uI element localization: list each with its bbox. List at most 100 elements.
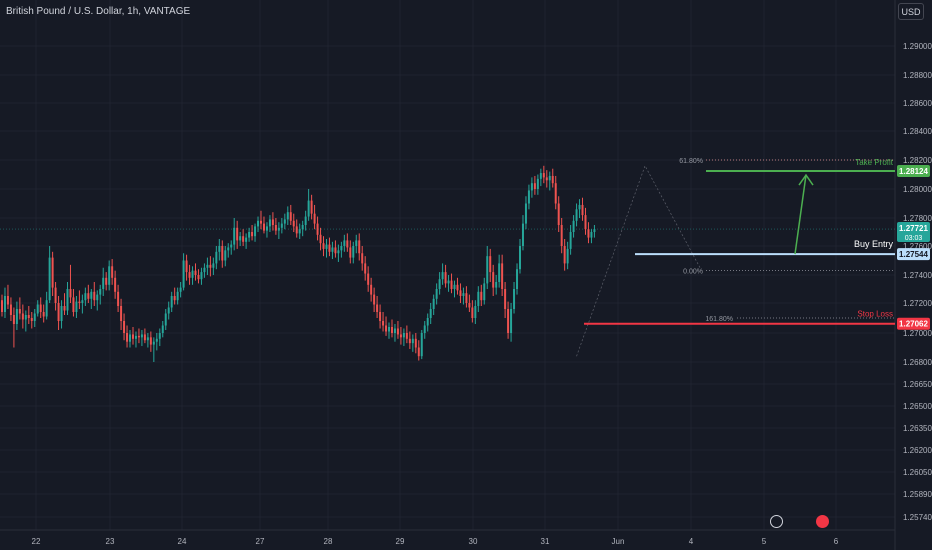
candle-body <box>554 183 557 204</box>
candle-body <box>63 306 66 311</box>
candle-body <box>402 333 405 338</box>
candle-body <box>215 251 218 264</box>
candle-body <box>501 263 504 289</box>
y-tick-label: 1.26350 <box>903 424 932 433</box>
y-tick-label: 1.28400 <box>903 127 932 136</box>
x-tick-label: 4 <box>689 537 694 546</box>
x-tick-label: 27 <box>256 537 265 546</box>
candle-body <box>36 304 39 314</box>
candle-body <box>126 333 129 342</box>
currency-button[interactable]: USD <box>898 3 924 20</box>
x-tick-label: 24 <box>178 537 187 546</box>
candle-body <box>390 327 393 333</box>
x-tick-label: 6 <box>834 537 839 546</box>
candle-body <box>349 247 352 258</box>
candle-body <box>361 253 364 264</box>
take-profit-label: Take Profit <box>855 158 894 167</box>
candle-body <box>209 264 212 268</box>
candle-body <box>483 283 486 301</box>
candle-body <box>432 298 435 309</box>
candle-body <box>66 289 69 311</box>
candle-body <box>206 264 209 268</box>
buy-entry-label: Buy Entry <box>854 239 894 249</box>
x-tick-label: Jun <box>612 537 625 546</box>
y-tick-label: 1.28800 <box>903 71 932 80</box>
candle-body <box>257 220 260 227</box>
candle-body <box>584 215 587 230</box>
candle-body <box>1 300 3 312</box>
stop-loss-badge-text: 1.27062 <box>899 320 928 329</box>
candle-body <box>408 338 411 344</box>
candle-body <box>521 223 524 246</box>
candle-body <box>563 246 566 264</box>
calendar-event-icon[interactable] <box>816 515 829 528</box>
candle-body <box>298 229 301 234</box>
candle-body <box>462 293 465 296</box>
stop-loss-badge <box>897 317 930 330</box>
candle-body <box>137 335 140 338</box>
candle-body <box>188 272 191 278</box>
candle-body <box>355 240 358 246</box>
candle-body <box>358 240 361 254</box>
candle-body <box>233 227 236 245</box>
candle-body <box>557 203 560 225</box>
candle-body <box>245 237 248 242</box>
candle-body <box>533 183 536 189</box>
candle-body <box>114 277 117 292</box>
candle-body <box>149 337 152 345</box>
candle-body <box>474 306 477 318</box>
candle-body <box>539 173 542 179</box>
candle-body <box>96 294 99 301</box>
candle-body <box>301 225 304 230</box>
candle-body <box>337 250 340 254</box>
candle-body <box>54 287 57 303</box>
candle-body <box>57 303 60 321</box>
candle-body <box>426 318 429 326</box>
x-tick-label: 29 <box>396 537 405 546</box>
candle-body <box>486 256 489 284</box>
candle-body <box>242 236 245 242</box>
x-tick-label: 5 <box>762 537 767 546</box>
candle-body <box>248 232 251 238</box>
fib-level-label: 61.80% <box>679 158 703 165</box>
candle-body <box>21 313 24 320</box>
candle-body <box>441 272 444 280</box>
candle-body <box>30 318 33 321</box>
candle-body <box>524 203 527 224</box>
candle-body <box>489 256 492 273</box>
candle-body <box>140 334 143 338</box>
candle-body <box>167 307 170 314</box>
candle-body <box>69 289 72 298</box>
candle-body <box>453 284 456 289</box>
candle-body <box>319 234 322 244</box>
candle-body <box>504 289 507 309</box>
countdown-text: 03:03 <box>905 235 923 242</box>
y-tick-label: 1.26500 <box>903 402 932 411</box>
candle-body <box>307 200 310 217</box>
candle-body <box>259 220 262 224</box>
candle-body <box>560 225 563 246</box>
candle-body <box>435 289 438 299</box>
candle-body <box>170 296 173 308</box>
candle-body <box>578 204 581 210</box>
candle-body <box>456 284 459 291</box>
candle-body <box>105 277 108 285</box>
candle-body <box>429 309 432 318</box>
candle-body <box>447 280 450 284</box>
candle-body <box>385 325 388 332</box>
lightning-icon[interactable] <box>770 515 783 528</box>
candle-body <box>530 183 533 191</box>
candle-body <box>292 220 295 227</box>
candle-body <box>498 263 501 282</box>
candle-body <box>507 309 510 333</box>
candle-body <box>405 333 408 339</box>
y-tick-label: 1.27800 <box>903 214 932 223</box>
candle-body <box>251 232 254 237</box>
candle-body <box>134 335 137 339</box>
candle-body <box>518 246 521 270</box>
y-tick-label: 1.25890 <box>903 490 932 499</box>
candle-body <box>393 328 396 333</box>
x-tick-label: 23 <box>106 537 115 546</box>
projection-arrow-head <box>798 173 814 186</box>
